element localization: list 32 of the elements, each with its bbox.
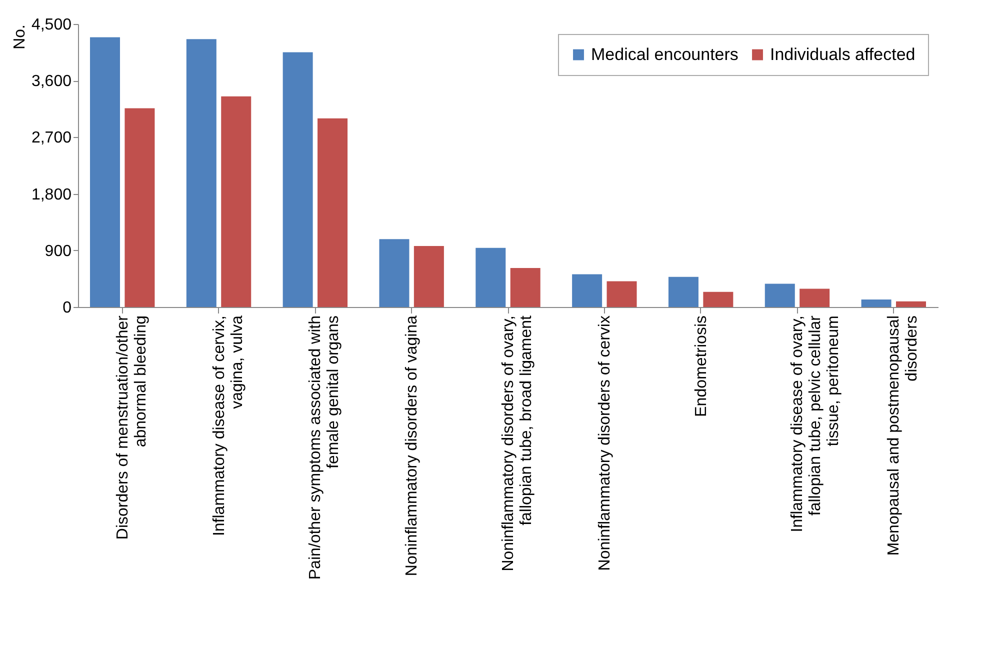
bar [221,96,252,307]
bar [668,276,698,307]
bar [282,52,313,307]
x-tick-label: Noninflammatory disorders of cervix [596,316,614,571]
y-tick-label: 4,500 [31,16,72,34]
y-tick-label: 2,700 [31,130,72,147]
bar [318,118,348,307]
y-axis-title: No. [11,24,28,50]
legend-label: Medical encounters [591,44,738,64]
y-tick-label: 0 [62,300,72,316]
bar [510,268,540,307]
bar [476,248,506,307]
bar [90,37,120,307]
y-tick-label: 1,800 [31,186,72,204]
bar [124,108,155,307]
bar [896,301,926,307]
y-tick-label: 3,600 [31,73,72,90]
bar [606,281,637,307]
bar [414,246,444,307]
bar [800,288,830,307]
x-tick-label: Disorders of menstruation/other abnormal bleeding [114,314,150,540]
bar [379,239,410,307]
y-tick-label: 900 [44,242,72,260]
bar [764,284,795,307]
x-tick-label: Noninflammatory disorders of vagina [404,315,421,576]
legend-label: Individuals affected [770,44,916,64]
x-tick-label: Endometriosis [692,316,710,417]
bar [572,274,602,307]
bar [861,299,892,307]
x-tick-label: Inflammatory disease of ovary, fallopian tube, pelvic cellular tissue, peritoneum [789,314,842,532]
bar [703,292,734,307]
bar [186,39,216,307]
